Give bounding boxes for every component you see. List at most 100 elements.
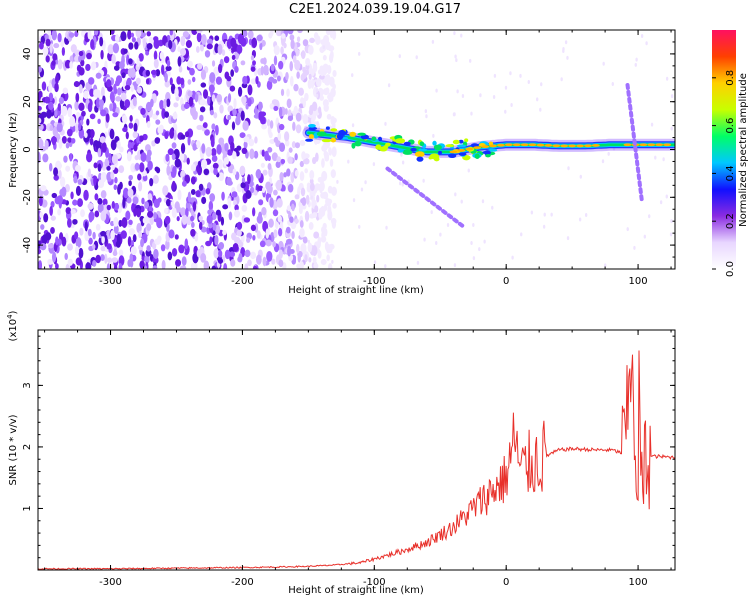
heatmap-dot bbox=[211, 94, 216, 103]
heatmap-dot bbox=[86, 52, 92, 60]
heatmap-dot bbox=[125, 210, 131, 221]
signal-core bbox=[583, 144, 592, 148]
colorbar: 0.0 0.2 0.4 0.6 0.8 Normalized spectral ampl… bbox=[712, 30, 749, 277]
heatmap-dot bbox=[51, 192, 58, 199]
heatmap-dot bbox=[504, 85, 508, 90]
heatmap-dot bbox=[124, 99, 131, 108]
heatmap-dot bbox=[102, 198, 108, 206]
heatmap-dot bbox=[113, 184, 118, 191]
signal-blob bbox=[397, 148, 404, 153]
heatmap-dot bbox=[50, 226, 55, 234]
heatmap-dot bbox=[322, 88, 330, 96]
heatmap-dot bbox=[643, 234, 647, 239]
heatmap-dot bbox=[142, 217, 147, 224]
heatmap-dot bbox=[231, 54, 236, 61]
heatmap-dot bbox=[155, 110, 160, 116]
heatmap-dot bbox=[287, 183, 294, 193]
heatmap-dot bbox=[358, 224, 361, 229]
heatmap-dot bbox=[211, 60, 216, 67]
signal-blob bbox=[375, 144, 382, 150]
heatmap-dot bbox=[221, 49, 226, 56]
heatmap-dot bbox=[320, 39, 326, 45]
heatmap-dot bbox=[128, 122, 134, 129]
heatmap-dot bbox=[243, 141, 248, 149]
heatmap-dot bbox=[192, 110, 198, 121]
heatmap-dot bbox=[461, 94, 465, 99]
heatmap-dot bbox=[123, 48, 128, 54]
heatmap-dot bbox=[323, 228, 328, 237]
heatmap-dot bbox=[247, 84, 253, 96]
signal-blob bbox=[403, 141, 411, 146]
heatmap-dot bbox=[320, 206, 325, 213]
snr-scale-label: (x104) bbox=[6, 310, 19, 341]
heatmap-dot bbox=[55, 74, 59, 85]
heatmap-dot bbox=[264, 150, 270, 162]
heatmap-dot bbox=[163, 207, 169, 214]
heatmap-dot bbox=[93, 175, 97, 187]
heatmap-dot bbox=[286, 88, 290, 97]
heatmap-dot bbox=[633, 245, 636, 250]
signal-core bbox=[623, 143, 632, 147]
heatmap-dot bbox=[212, 162, 219, 170]
colorbar-tick-label: 0.8 bbox=[725, 70, 736, 86]
heatmap-dot bbox=[233, 98, 237, 109]
heatmap-dot bbox=[299, 140, 306, 146]
heatmap-dot bbox=[322, 45, 325, 50]
colorbar-tick-label: 0.6 bbox=[725, 118, 736, 134]
heatmap-dot bbox=[401, 160, 405, 165]
heatmap-dot bbox=[543, 212, 546, 217]
signal-core bbox=[504, 143, 513, 147]
heatmap-dot bbox=[272, 78, 278, 84]
heatmap-dot bbox=[127, 236, 132, 247]
heatmap-dot bbox=[130, 32, 135, 38]
heatmap-dot bbox=[216, 94, 223, 103]
heatmap-dot bbox=[309, 37, 315, 44]
heatmap-dot bbox=[164, 72, 168, 83]
heatmap-dot bbox=[45, 232, 52, 241]
heatmap-dot bbox=[131, 37, 136, 43]
heatmap-dot bbox=[453, 31, 456, 36]
heatmap-dot bbox=[70, 191, 74, 200]
heatmap-dot bbox=[294, 194, 300, 200]
heatmap-dot bbox=[101, 235, 105, 244]
heatmap-dot bbox=[138, 52, 144, 62]
heatmap-dot bbox=[118, 249, 124, 257]
heatmap-dot bbox=[180, 142, 186, 154]
heatmap-dot bbox=[243, 217, 251, 223]
heatmap-dot bbox=[170, 83, 176, 94]
heatmap-dot bbox=[331, 259, 334, 264]
heatmap-dot bbox=[116, 140, 121, 149]
heatmap-dot bbox=[308, 108, 314, 116]
heatmap-dot bbox=[65, 142, 70, 149]
branch-track bbox=[385, 166, 465, 228]
heatmap-dot bbox=[178, 244, 185, 254]
heatmap-dot bbox=[166, 165, 171, 176]
heatmap-dot bbox=[550, 212, 553, 217]
heatmap-dot bbox=[128, 228, 135, 236]
heatmap-dot bbox=[140, 238, 145, 248]
signal-blob bbox=[458, 139, 464, 144]
signal-core bbox=[536, 143, 545, 147]
heatmap-dot bbox=[492, 95, 496, 100]
heatmap-dot bbox=[219, 104, 224, 114]
heatmap-dot bbox=[134, 162, 140, 171]
heatmap-dot bbox=[319, 181, 325, 192]
heatmap-dot bbox=[267, 162, 272, 171]
heatmap-dot bbox=[49, 205, 53, 216]
heatmap-dot bbox=[105, 113, 110, 123]
heatmap-dot bbox=[275, 179, 282, 191]
heatmap-dot bbox=[247, 97, 252, 107]
heatmap-dot bbox=[110, 30, 115, 35]
heatmap-dot bbox=[206, 38, 213, 45]
heatmap-dot bbox=[460, 33, 463, 38]
heatmap-dot bbox=[232, 242, 239, 252]
heatmap-dot bbox=[276, 75, 281, 82]
heatmap-dot bbox=[164, 215, 171, 225]
heatmap-dot bbox=[78, 84, 83, 94]
heatmap-dot bbox=[237, 33, 245, 45]
heatmap-dot bbox=[318, 74, 325, 80]
heatmap-dot bbox=[118, 262, 123, 269]
heatmap-dot bbox=[127, 30, 132, 40]
heatmap-dot bbox=[106, 165, 111, 171]
heatmap-dot bbox=[72, 218, 78, 225]
